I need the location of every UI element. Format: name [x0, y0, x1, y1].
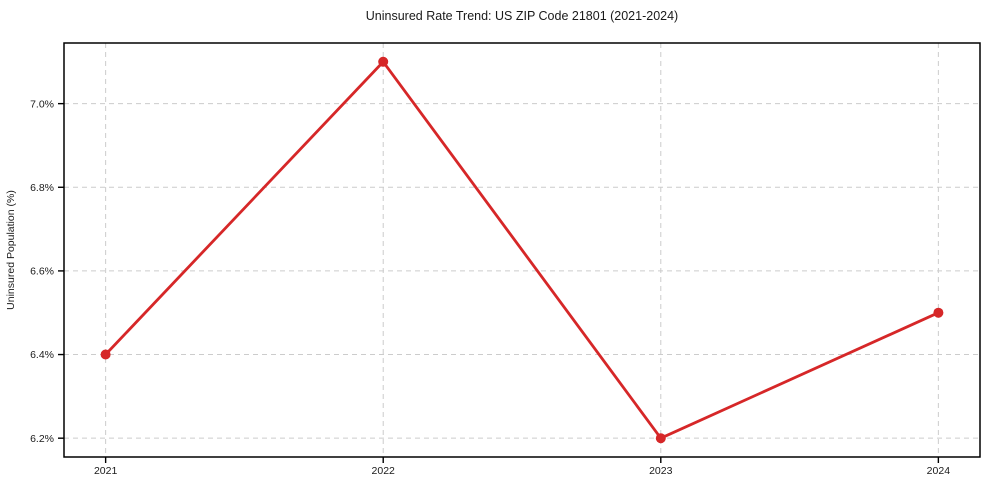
x-tick-label: 2024	[927, 465, 951, 477]
y-axis-label: Uninsured Population (%)	[5, 190, 17, 310]
data-point	[378, 56, 389, 67]
y-tick-label: 6.2%	[30, 433, 54, 445]
axis-tick-labels: 6.2% 6.4% 6.6% 6.8% 7.0% 2021 2022 2023 2024	[30, 98, 950, 477]
axis-ticks	[58, 102, 940, 463]
gridlines	[64, 43, 980, 457]
data-point	[933, 307, 944, 318]
y-tick-label: 7.0%	[30, 98, 54, 110]
plot-area	[63, 42, 981, 458]
y-tick-label: 6.8%	[30, 182, 54, 194]
trend-series	[100, 56, 944, 444]
trend-line	[104, 60, 940, 440]
x-tick-label: 2021	[94, 465, 118, 477]
data-point	[100, 349, 111, 360]
x-tick-label: 2023	[649, 465, 673, 477]
x-tick-label: 2022	[372, 465, 396, 477]
y-tick-label: 6.4%	[30, 349, 54, 361]
chart-title: Uninsured Rate Trend: US ZIP Code 21801 …	[366, 9, 678, 23]
data-point	[655, 433, 666, 444]
y-tick-label: 6.6%	[30, 266, 54, 278]
